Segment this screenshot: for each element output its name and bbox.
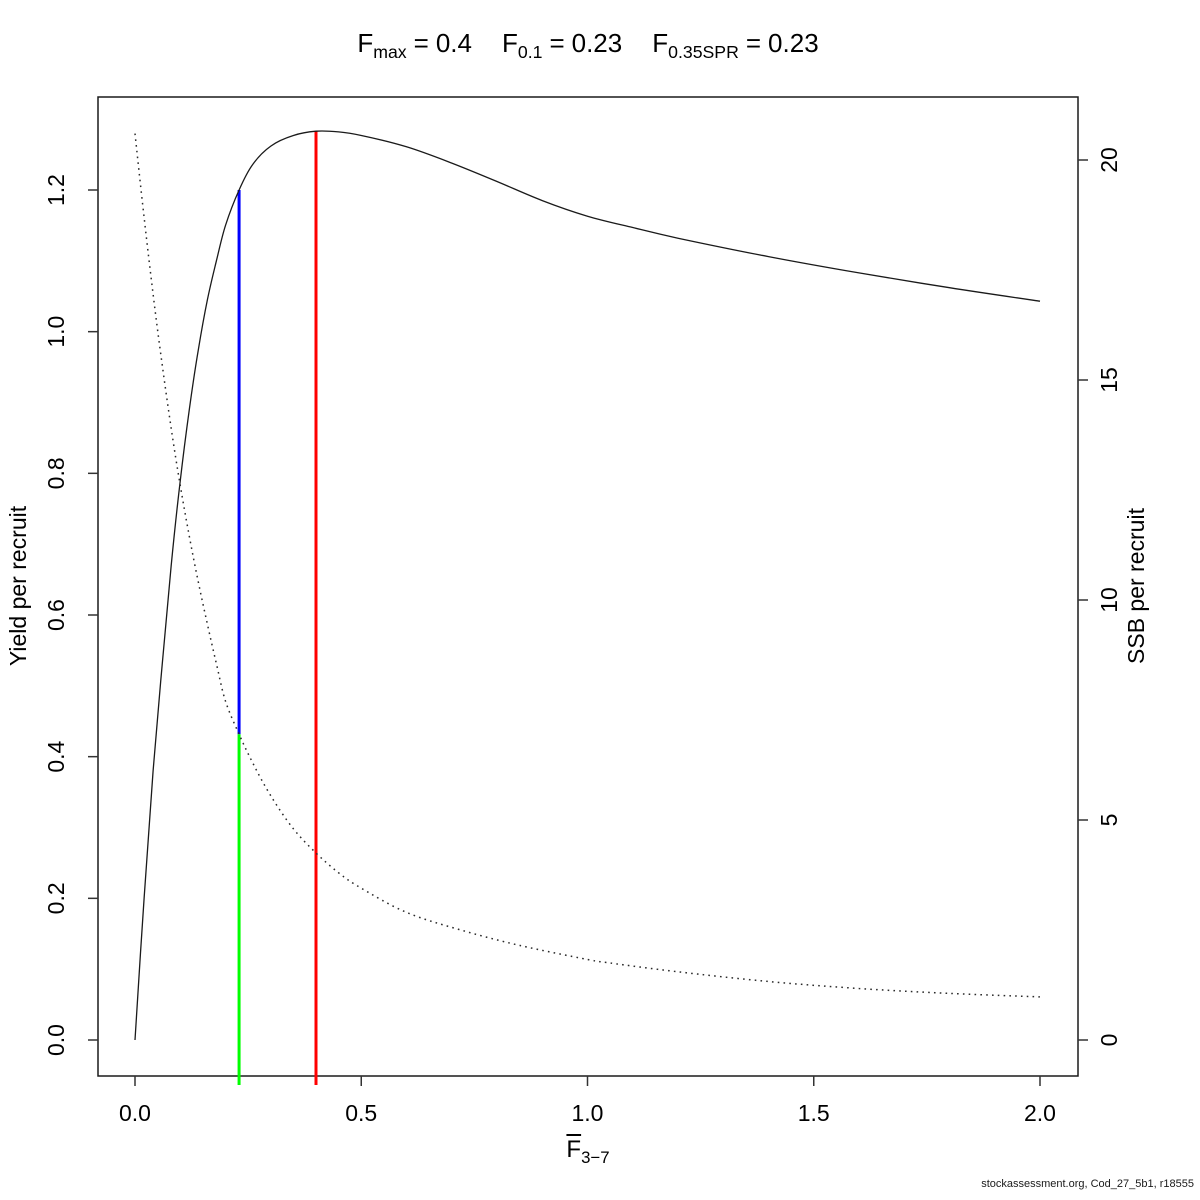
fmax-title-segment: Fmax = 0.4	[357, 28, 472, 63]
y-right-tick-label: 10	[1096, 587, 1122, 613]
x-axis-title: F3−7	[566, 1136, 610, 1167]
x-tick-label: 0.0	[119, 1100, 151, 1126]
y-right-tick-label: 15	[1096, 367, 1122, 393]
plot-title: Fmax = 0.4 F0.1 = 0.23 F0.35SPR = 0.23	[98, 28, 1078, 63]
x-tick-label: 0.5	[345, 1100, 377, 1126]
f035spr-title-segment: F0.35SPR = 0.23	[652, 28, 819, 63]
ssb-curve	[134, 133, 1041, 998]
fbar-symbol: F	[566, 1136, 582, 1163]
x-tick-label: 2.0	[1024, 1100, 1056, 1126]
x-tick-label: 1.0	[572, 1100, 604, 1126]
y-left-tick-label: 0.8	[43, 457, 69, 489]
y-left-tick-label: 0.6	[43, 599, 69, 631]
plot-border	[97, 96, 1079, 1077]
source-caption: stockassessment.org, Cod_27_5b1, r18555	[981, 1178, 1194, 1190]
y-right-tick-label: 5	[1096, 814, 1122, 827]
y-left-tick-label: 1.2	[43, 174, 69, 206]
y-right-tick-label: 20	[1096, 147, 1122, 173]
y-left-axis-title: Yield per recruit	[5, 505, 31, 666]
y-left-tick-label: 0.2	[43, 882, 69, 914]
y-right-axis-title: SSB per recruit	[1123, 507, 1149, 664]
f01-title-segment: F0.1 = 0.23	[501, 28, 623, 63]
x-tick-label: 1.5	[798, 1100, 830, 1126]
y-left-tick-label: 0.0	[43, 1024, 69, 1056]
y-right-tick-label: 0	[1096, 1034, 1122, 1047]
y-left-tick-label: 1.0	[43, 316, 69, 348]
y-left-tick-label: 0.4	[43, 740, 69, 772]
yield-curve	[134, 130, 1041, 1041]
